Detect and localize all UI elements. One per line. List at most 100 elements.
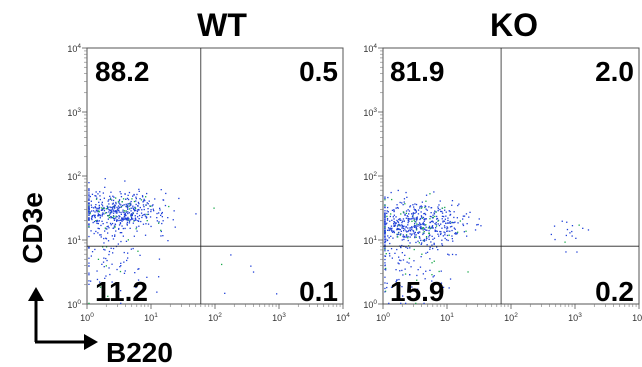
data-point [401, 227, 403, 229]
data-point [415, 229, 418, 231]
data-point [158, 276, 160, 278]
data-point [398, 228, 400, 231]
data-point [101, 220, 103, 222]
data-point [96, 211, 98, 213]
data-point [136, 193, 138, 196]
data-point [385, 253, 387, 255]
data-point [99, 217, 101, 219]
data-point [96, 197, 98, 199]
data-point [454, 221, 456, 223]
data-point [108, 203, 110, 205]
data-point [389, 220, 391, 222]
data-point [396, 219, 398, 222]
data-point [101, 213, 103, 215]
data-point [405, 235, 408, 237]
data-point [384, 265, 386, 267]
data-point [407, 227, 409, 229]
data-point [416, 223, 418, 225]
data-point [442, 220, 444, 222]
data-point [424, 219, 426, 221]
data-point [413, 232, 415, 234]
data-point [125, 198, 127, 200]
data-point [439, 233, 442, 236]
data-point [457, 204, 459, 207]
data-point [88, 211, 90, 213]
data-point [438, 204, 440, 206]
data-point [384, 276, 386, 278]
quadrant-upper-left-ko: 81.9 [390, 56, 445, 87]
data-point [398, 223, 400, 225]
data-point [390, 235, 392, 237]
data-point [95, 209, 98, 211]
data-point [118, 217, 120, 219]
data-point [135, 226, 138, 228]
x-tick-label: 102 [504, 312, 518, 323]
data-point [100, 224, 102, 227]
data-point [124, 217, 126, 219]
data-point [387, 229, 389, 231]
data-point [94, 207, 96, 209]
data-point [412, 212, 414, 214]
quadrant-upper-right-wt: 0.5 [299, 56, 338, 87]
data-point [138, 188, 140, 190]
data-point [93, 214, 95, 216]
data-point [411, 286, 413, 288]
data-point [115, 217, 117, 219]
data-point [466, 235, 468, 237]
data-point [436, 217, 439, 220]
data-point [129, 202, 131, 204]
data-point [126, 223, 128, 225]
data-point [137, 216, 139, 218]
quadrant-lower-right-ko: 0.2 [595, 276, 634, 307]
data-point [135, 198, 137, 200]
data-point [103, 208, 105, 210]
data-point [422, 233, 424, 236]
data-point [440, 210, 442, 213]
data-point [152, 208, 154, 210]
data-point [409, 247, 411, 249]
data-point [122, 227, 124, 230]
data-point [413, 226, 416, 228]
data-point [389, 227, 391, 229]
data-point [429, 248, 431, 250]
data-point [420, 256, 422, 258]
data-point [434, 229, 436, 231]
data-point [424, 218, 426, 220]
data-point [150, 225, 152, 228]
y-tick-label: 104 [67, 43, 81, 54]
data-point [451, 235, 453, 237]
data-point [448, 254, 450, 256]
data-point [150, 210, 152, 213]
data-point [447, 219, 449, 222]
data-point [125, 211, 127, 213]
data-point [400, 246, 402, 249]
data-point [90, 230, 92, 232]
data-point [441, 289, 443, 291]
data-point [424, 205, 426, 207]
data-point [119, 222, 122, 224]
data-point [137, 279, 140, 281]
data-point [93, 220, 96, 223]
data-point [127, 194, 129, 196]
data-point [436, 215, 438, 218]
data-point [119, 219, 121, 221]
data-point [108, 227, 110, 229]
data-point [571, 230, 573, 233]
data-point [118, 200, 120, 202]
data-point [114, 211, 116, 213]
data-point [213, 207, 215, 209]
data-point [409, 228, 411, 230]
data-point [195, 213, 197, 215]
data-point [402, 218, 405, 220]
x-tick-label: 100 [376, 312, 390, 323]
data-point [88, 224, 90, 226]
data-point [384, 228, 386, 230]
data-point [162, 199, 165, 201]
data-point [252, 271, 255, 273]
data-point [415, 225, 417, 227]
data-point [425, 226, 427, 228]
data-point [410, 266, 412, 268]
data-point [442, 286, 445, 288]
data-point [384, 287, 386, 290]
data-point [94, 215, 96, 218]
